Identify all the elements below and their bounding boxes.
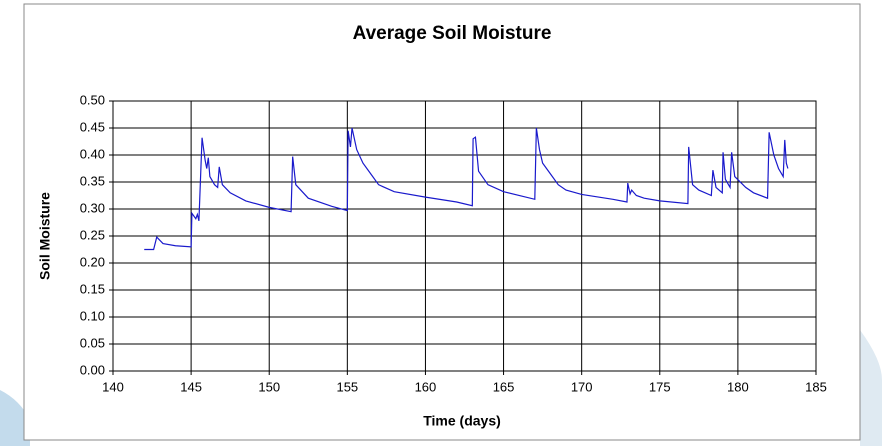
y-tick-label: 0.45	[80, 119, 105, 134]
y-tick-label: 0.10	[80, 308, 105, 323]
x-tick-label: 180	[727, 379, 749, 394]
x-tick-label: 150	[258, 379, 280, 394]
y-tick-label: 0.15	[80, 281, 105, 296]
y-tick-label: 0.25	[80, 227, 105, 242]
y-tick-label: 0.40	[80, 146, 105, 161]
y-tick-label: 0.50	[80, 92, 105, 107]
x-tick-label: 170	[571, 379, 593, 394]
y-tick-label: 0.05	[80, 335, 105, 350]
decoration	[860, 330, 882, 446]
y-tick-label: 0.20	[80, 254, 105, 269]
x-axis-title: Time (days)	[423, 413, 501, 429]
chart-title: Average Soil Moisture	[353, 23, 552, 44]
x-tick-label: 175	[649, 379, 671, 394]
y-axis-title: Soil Moisture	[37, 192, 53, 280]
x-tick-label: 165	[493, 379, 515, 394]
y-tick-label: 0.30	[80, 200, 105, 215]
y-tick-label: 0.35	[80, 173, 105, 188]
x-tick-label: 140	[102, 379, 124, 394]
x-tick-label: 185	[805, 379, 827, 394]
chart-frame	[24, 4, 860, 440]
x-tick-label: 145	[180, 379, 202, 394]
chart: Average Soil Moisture Time (days) Soil M…	[0, 0, 882, 446]
x-tick-label: 155	[336, 379, 358, 394]
y-tick-label: 0.00	[80, 362, 105, 377]
page: {"chart_data": {"type": "line", "title":…	[0, 0, 882, 446]
x-tick-label: 160	[415, 379, 437, 394]
